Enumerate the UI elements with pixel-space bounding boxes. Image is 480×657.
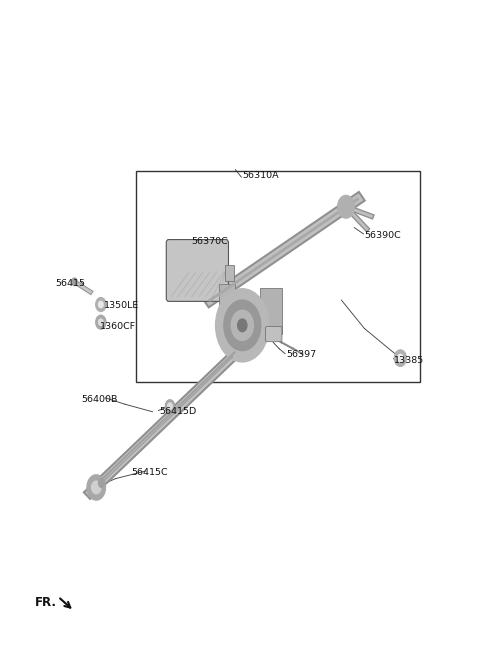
FancyBboxPatch shape: [166, 240, 228, 302]
Text: 56310A: 56310A: [242, 171, 279, 181]
Circle shape: [98, 319, 103, 325]
Text: 56400B: 56400B: [81, 395, 118, 403]
Bar: [260, 288, 282, 334]
Circle shape: [231, 310, 253, 340]
Circle shape: [92, 481, 101, 494]
Text: 13385: 13385: [395, 355, 425, 365]
Bar: [219, 284, 235, 338]
Circle shape: [224, 300, 261, 351]
Circle shape: [98, 302, 103, 307]
Text: 56415D: 56415D: [159, 407, 197, 417]
Circle shape: [397, 354, 403, 362]
Circle shape: [96, 298, 106, 311]
Circle shape: [395, 350, 407, 367]
Text: 1360CF: 1360CF: [99, 322, 135, 331]
Circle shape: [165, 399, 175, 413]
Text: 56415C: 56415C: [132, 468, 168, 477]
Bar: [225, 265, 234, 281]
Circle shape: [98, 478, 105, 487]
Text: 56370C: 56370C: [192, 237, 228, 246]
Circle shape: [338, 195, 354, 218]
Circle shape: [96, 315, 106, 329]
Text: 56415: 56415: [56, 279, 86, 288]
Text: 1350LE: 1350LE: [104, 301, 139, 309]
Circle shape: [168, 403, 172, 409]
Circle shape: [216, 289, 269, 362]
FancyBboxPatch shape: [265, 327, 282, 342]
Circle shape: [87, 475, 106, 500]
Text: FR.: FR.: [35, 597, 57, 609]
Bar: [136, 171, 420, 382]
Circle shape: [238, 319, 247, 332]
Circle shape: [72, 278, 77, 286]
Text: 56390C: 56390C: [364, 231, 401, 240]
Text: 56397: 56397: [286, 350, 316, 359]
